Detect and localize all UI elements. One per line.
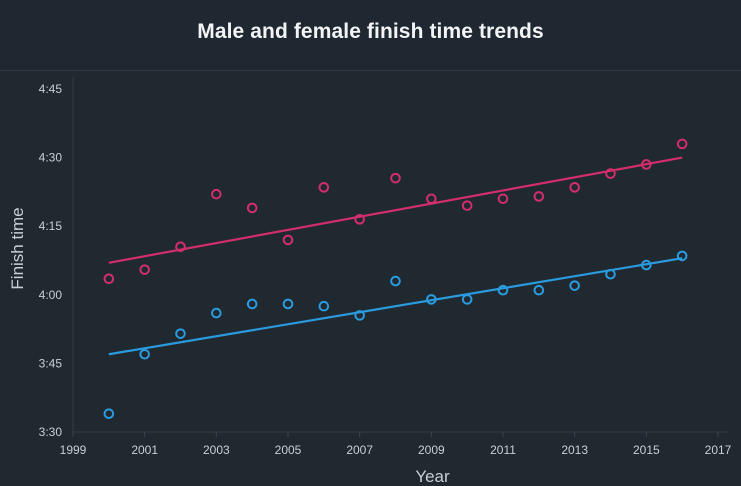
data-point <box>461 200 473 211</box>
x-tick-label: 2001 <box>131 443 158 457</box>
data-point <box>605 168 616 179</box>
data-point <box>175 328 186 339</box>
data-point <box>175 241 186 253</box>
data-point <box>318 182 330 193</box>
data-point <box>211 188 222 200</box>
data-point <box>497 284 509 296</box>
y-axis-title: Finish time <box>8 207 27 289</box>
x-axis-title: Year <box>415 467 450 486</box>
data-point <box>497 193 509 205</box>
x-tick-label: 2003 <box>203 443 230 457</box>
trend-line <box>108 257 683 356</box>
data-point <box>246 202 258 214</box>
x-tick-label: 2009 <box>418 443 445 457</box>
data-point <box>103 408 115 420</box>
y-tick-label: 4:00 <box>39 288 63 302</box>
chart-title: Male and female finish time trends <box>197 20 544 43</box>
title-bar: Male and female finish time trends <box>0 0 741 71</box>
trend-line <box>108 156 683 264</box>
data-point <box>641 259 652 271</box>
data-point <box>354 310 365 321</box>
data-point <box>569 182 580 193</box>
data-point <box>103 273 115 285</box>
data-point <box>390 275 401 287</box>
y-tick-label: 4:15 <box>39 219 63 233</box>
data-point <box>282 234 294 246</box>
x-tick-label: 2015 <box>633 443 660 457</box>
data-point <box>390 172 401 184</box>
y-tick-label: 3:45 <box>39 356 63 370</box>
x-tick-label: 2011 <box>490 443 516 457</box>
y-tick-label: 4:30 <box>39 151 63 165</box>
data-point <box>426 193 437 205</box>
y-tick-label: 3:30 <box>39 425 63 439</box>
data-point <box>533 284 545 296</box>
x-tick-label: 1999 <box>60 443 87 457</box>
data-point <box>139 348 150 360</box>
data-point <box>246 298 258 310</box>
data-point <box>676 138 688 150</box>
x-tick-label: 2005 <box>275 443 302 457</box>
x-tick-label: 2013 <box>561 443 588 457</box>
data-point <box>354 214 365 225</box>
series-1 <box>103 250 688 420</box>
data-point <box>282 298 294 310</box>
data-point <box>605 268 616 280</box>
data-point <box>569 280 580 291</box>
data-point <box>211 307 222 319</box>
data-point <box>318 300 330 312</box>
x-tick-label: 2017 <box>705 443 732 457</box>
data-point <box>139 264 150 275</box>
x-tick-label: 2007 <box>346 443 373 457</box>
data-point <box>641 159 652 170</box>
data-point <box>676 250 688 262</box>
y-tick-label: 4:45 <box>39 82 63 96</box>
data-point <box>533 191 545 202</box>
data-point <box>461 294 473 305</box>
series-0 <box>103 138 688 285</box>
data-point <box>426 294 437 305</box>
